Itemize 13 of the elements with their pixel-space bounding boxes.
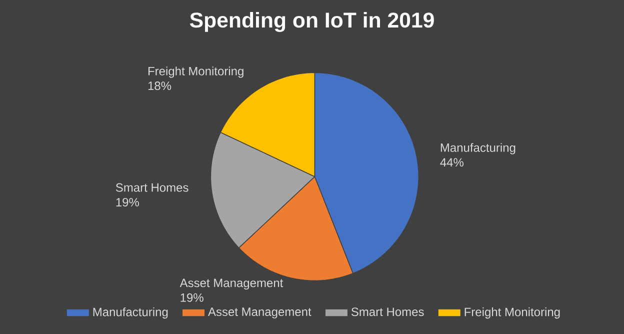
legend-label: Manufacturing	[93, 307, 168, 319]
slice-label: Asset Management	[180, 278, 284, 290]
legend-label: Smart Homes	[351, 308, 424, 316]
data-label: 19%	[116, 198, 139, 206]
chart-title: Spending on IoT in 2019	[190, 12, 434, 32]
slice-label: Smart Homes	[116, 183, 188, 192]
legend-label: Freight Monitoring	[464, 307, 560, 319]
data-label: 18%	[148, 82, 172, 90]
legend-label: Asset Management	[208, 308, 312, 318]
data-label: 19%	[180, 293, 204, 302]
slice-label: Freight Monitoring	[148, 66, 244, 78]
data-label: 44%	[440, 158, 464, 167]
slice-label: Manufacturing	[440, 143, 516, 154]
